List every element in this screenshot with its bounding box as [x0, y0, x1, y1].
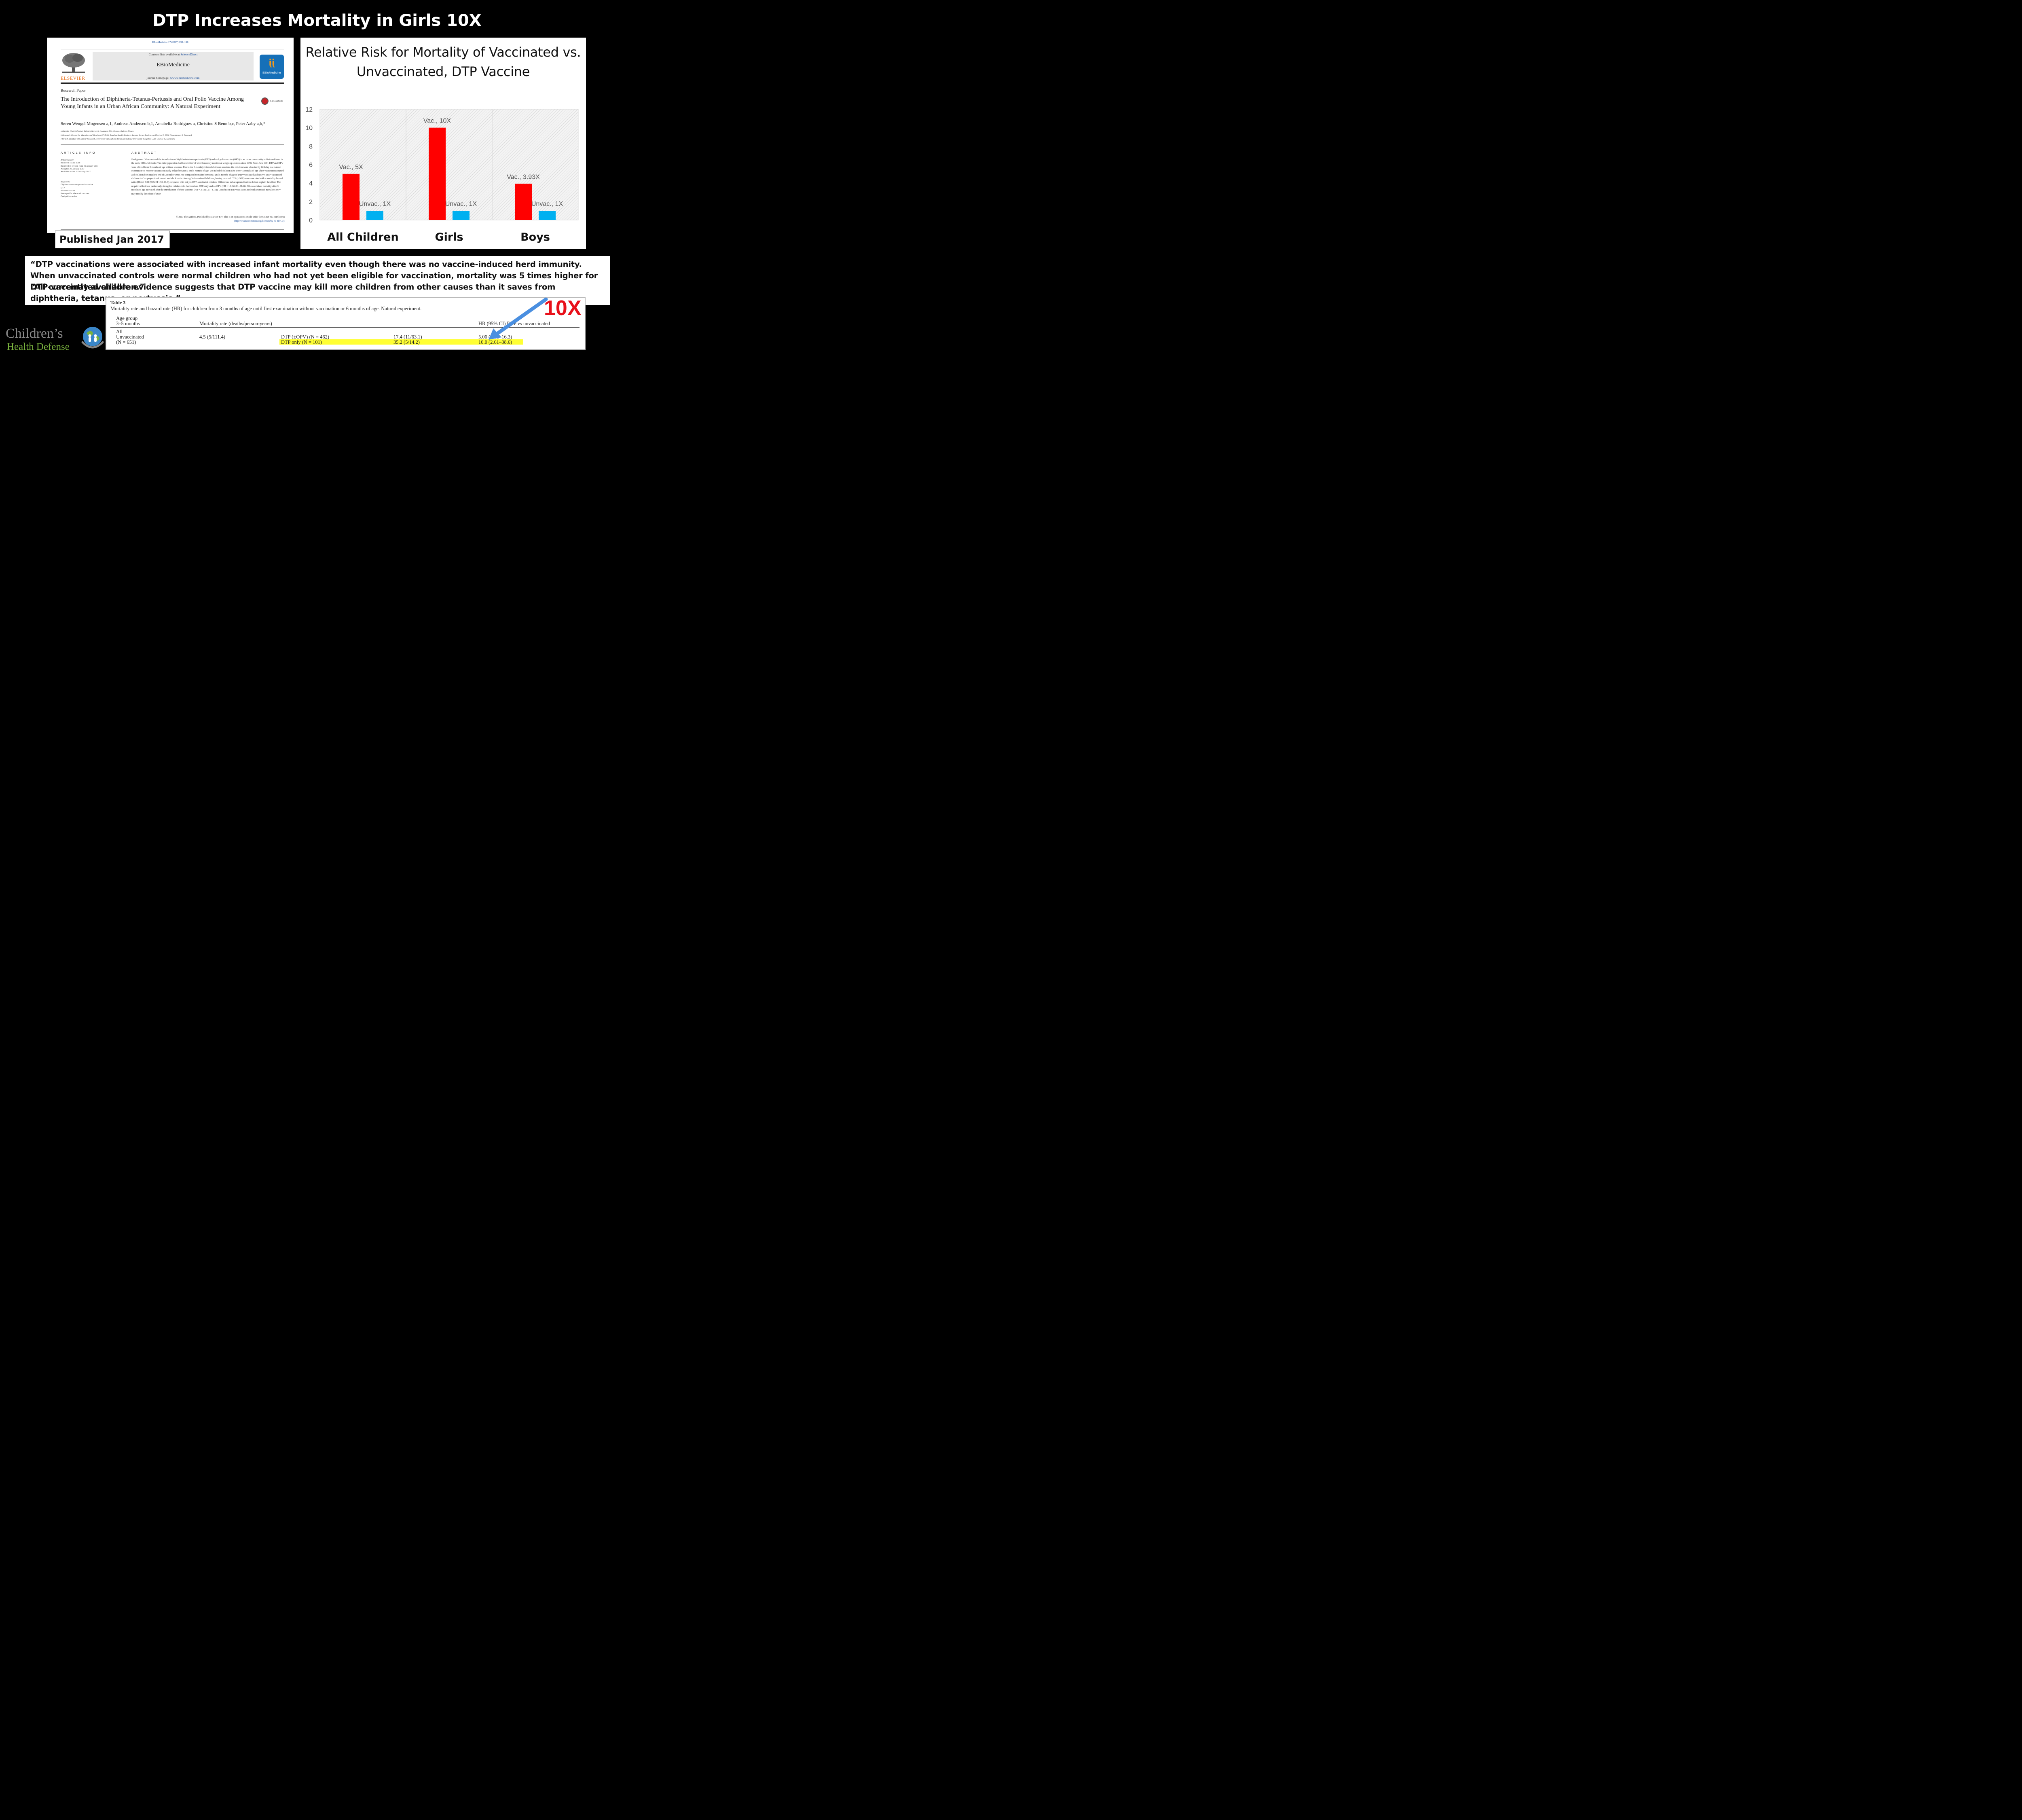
table-header-mortality: Mortality rate (deaths/person-years) [199, 321, 272, 326]
bar [429, 127, 446, 220]
callout-10x: 10X [544, 296, 582, 320]
abstract-text: Background: We examined the introduction… [131, 159, 284, 195]
article-history-line: Received 4 June 2016 [61, 162, 80, 165]
paper-authors: Søren Wengel Mogensen a,1, Andreas Ander… [61, 121, 266, 126]
article-history: Article history: Received 4 June 2016 Re… [61, 159, 121, 174]
x-tick-label: All Children [327, 231, 399, 243]
table-label: Table 3 [110, 300, 126, 305]
table-cell: 10.0 (2.61–38.6) [478, 339, 512, 345]
keyword: Non-specific effects of vaccines [61, 193, 89, 195]
y-tick-label: 6 [309, 162, 313, 169]
table-cell: 17.4 (11/63.1) [393, 334, 422, 340]
keyword: Oral polio vaccine [61, 195, 77, 198]
y-tick-label: 8 [309, 143, 313, 150]
article-history-line: Received in revised form 21 January 2017 [61, 165, 99, 167]
divider [61, 144, 284, 145]
contents-prefix: Contents lists available at [148, 53, 181, 56]
crossmark-badge[interactable]: CrossMark [261, 97, 286, 106]
data-label: Unvac., 1X [359, 201, 391, 207]
bar [343, 174, 360, 220]
data-label: Unvac., 1X [445, 201, 477, 207]
license-link[interactable]: (http://creativecommons.org/licenses/by-… [234, 220, 285, 222]
crossmark-icon [261, 97, 269, 105]
table-unvaccinated-rate: 4.5 (5/111.4) [199, 334, 225, 340]
bar [366, 211, 383, 220]
y-tick-label: 4 [309, 180, 313, 187]
article-history-line: Available online 1 February 2017 [61, 171, 91, 174]
keyword: Measles vaccine [61, 189, 76, 192]
bar [539, 211, 556, 220]
divider [61, 83, 284, 84]
chd-logo: Children’s Health Defense [6, 324, 107, 356]
paper-citation: EBioMedicine 17 (2017) 192–198 [152, 41, 188, 44]
crossmark-label: CrossMark [270, 99, 283, 103]
chart-title: Relative Risk for Mortality of Vaccinate… [305, 44, 581, 79]
globe-family-icon [81, 327, 104, 349]
data-label: Vac., 5X [339, 164, 363, 171]
affiliation: b Research Centre for Vitamins and Vacci… [61, 134, 192, 137]
keywords: Keywords: Diphtheria-tetanus-pertussis v… [61, 181, 121, 199]
elsevier-wordmark: ELSEVIER [61, 75, 85, 81]
divider [61, 229, 284, 230]
affiliation: c OPEN, Institute of Clinical Research, … [61, 138, 175, 140]
data-label: Vac., 3.93X [507, 174, 540, 180]
abstract-heading: ABSTRACT [131, 151, 158, 154]
table-cell: DTP (±OPV) (N = 462) [281, 334, 329, 340]
bar [453, 211, 470, 220]
homepage-line: journal homepage: www.ebiomedicine.com [93, 76, 254, 80]
y-tick-label: 2 [309, 199, 313, 205]
table-unvaccinated-label: Unvaccinated [116, 334, 144, 340]
research-type: Research Paper [61, 89, 86, 93]
homepage-link[interactable]: www.ebiomedicine.com [170, 76, 200, 80]
article-history-line: Article history: [61, 159, 74, 161]
sciencedirect-link[interactable]: ScienceDirect [180, 53, 198, 56]
ebiomedicine-logo-icon: įį [269, 58, 275, 68]
table-rule [110, 327, 580, 328]
quote: “DTP vaccinations were associated with i… [30, 260, 598, 292]
table-group-label: All [116, 329, 123, 334]
table-header-age-group: Age group [116, 315, 138, 321]
y-tick-label: 12 [305, 106, 313, 113]
y-tick-label: 0 [309, 217, 313, 224]
chd-logo-line1: Children’s [6, 326, 63, 341]
data-label: Unvac., 1X [531, 201, 563, 207]
copyright-line: © 2017 The Authors. Published by Elsevie… [131, 216, 285, 223]
data-label: Vac., 10X [423, 118, 451, 125]
paper-screenshot: EBioMedicine 17 (2017) 192–198 Contents … [47, 38, 294, 233]
x-tick-label: Girls [435, 231, 463, 243]
bar-chart: 0 2 4 6 8 10 12 Vac., 5X Unvac., 1X All Children V… [305, 106, 579, 243]
article-info-heading: ARTICLE INFO [61, 151, 96, 154]
callout-arrow-icon [489, 297, 548, 340]
table-excerpt: Table 3 Mortality rate and hazard rate (… [106, 297, 586, 350]
published-label: Published Jan 2017 [55, 231, 170, 248]
table-unvaccinated-n: (N = 651) [116, 339, 136, 345]
ebiomedicine-logo: įį EBioMedicine [260, 55, 284, 79]
affiliation: a Bandim Health Project, Indepth Network… [61, 130, 134, 133]
paper-title: The Introduction of Diphtheria-Tetanus-P… [61, 96, 244, 110]
homepage-prefix: journal homepage: [146, 76, 170, 80]
table-cell: 35.2 (5/14.2) [393, 339, 420, 345]
journal-banner [93, 52, 254, 80]
plot-area [319, 109, 579, 220]
table-cell: DTP only (N = 101) [281, 339, 322, 345]
article-history-line: Accepted 29 January 2017 [61, 167, 85, 170]
y-tick-label: 10 [305, 125, 313, 132]
ebiomedicine-logo-text: EBioMedicine [262, 71, 281, 74]
copyright-text: © 2017 The Authors. Published by Elsevie… [176, 216, 285, 218]
slide-title: DTP Increases Mortality in Girls 10X [152, 11, 482, 30]
table-highlight [279, 339, 523, 345]
elsevier-tree-icon [62, 53, 85, 73]
keyword: Keywords: [61, 181, 70, 183]
table-caption: Mortality rate and hazard rate (HR) for … [110, 306, 422, 311]
journal-name: EBioMedicine [157, 62, 190, 68]
chd-logo-line2: Health Defense [7, 341, 70, 352]
keyword: Diphtheria-tetanus-pertussis vaccine [61, 184, 93, 186]
chart-panel: Relative Risk for Mortality of Vaccinate… [300, 38, 586, 249]
table-header-age-range: 3–5 months [116, 321, 140, 326]
x-tick-label: Boys [520, 231, 550, 243]
keyword: DTP [61, 186, 65, 189]
slide: { "slide": { "title": "DTP Increases Mor… [0, 0, 634, 357]
contents-line: Contents lists available at ScienceDirec… [93, 53, 254, 56]
bar [515, 184, 532, 220]
